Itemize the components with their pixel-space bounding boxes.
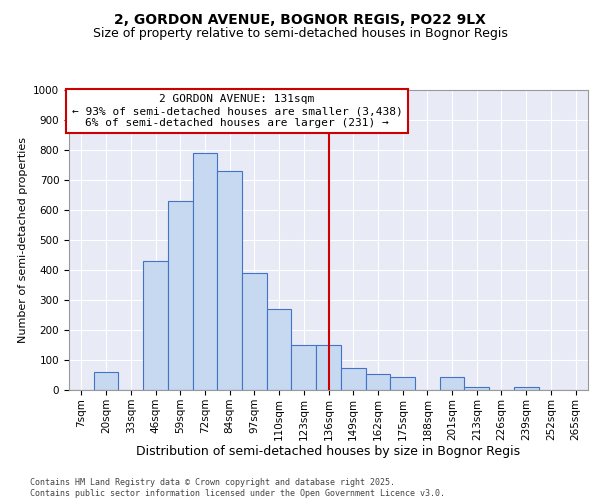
Bar — [242, 273, 267, 390]
Bar — [267, 309, 292, 390]
Bar — [292, 345, 316, 390]
Bar — [168, 201, 193, 390]
Bar — [217, 171, 242, 390]
Bar — [193, 153, 217, 390]
Bar — [94, 372, 118, 390]
Bar — [440, 376, 464, 390]
Bar — [365, 374, 390, 390]
X-axis label: Distribution of semi-detached houses by size in Bognor Regis: Distribution of semi-detached houses by … — [136, 446, 521, 458]
Bar — [464, 387, 489, 390]
Text: Contains HM Land Registry data © Crown copyright and database right 2025.
Contai: Contains HM Land Registry data © Crown c… — [30, 478, 445, 498]
Y-axis label: Number of semi-detached properties: Number of semi-detached properties — [17, 137, 28, 343]
Text: 2, GORDON AVENUE, BOGNOR REGIS, PO22 9LX: 2, GORDON AVENUE, BOGNOR REGIS, PO22 9LX — [114, 12, 486, 26]
Bar — [514, 387, 539, 390]
Text: Size of property relative to semi-detached houses in Bognor Regis: Size of property relative to semi-detach… — [92, 28, 508, 40]
Bar — [341, 368, 365, 390]
Bar — [143, 261, 168, 390]
Text: 2 GORDON AVENUE: 131sqm
← 93% of semi-detached houses are smaller (3,438)
6% of : 2 GORDON AVENUE: 131sqm ← 93% of semi-de… — [71, 94, 403, 128]
Bar — [390, 376, 415, 390]
Bar — [316, 345, 341, 390]
